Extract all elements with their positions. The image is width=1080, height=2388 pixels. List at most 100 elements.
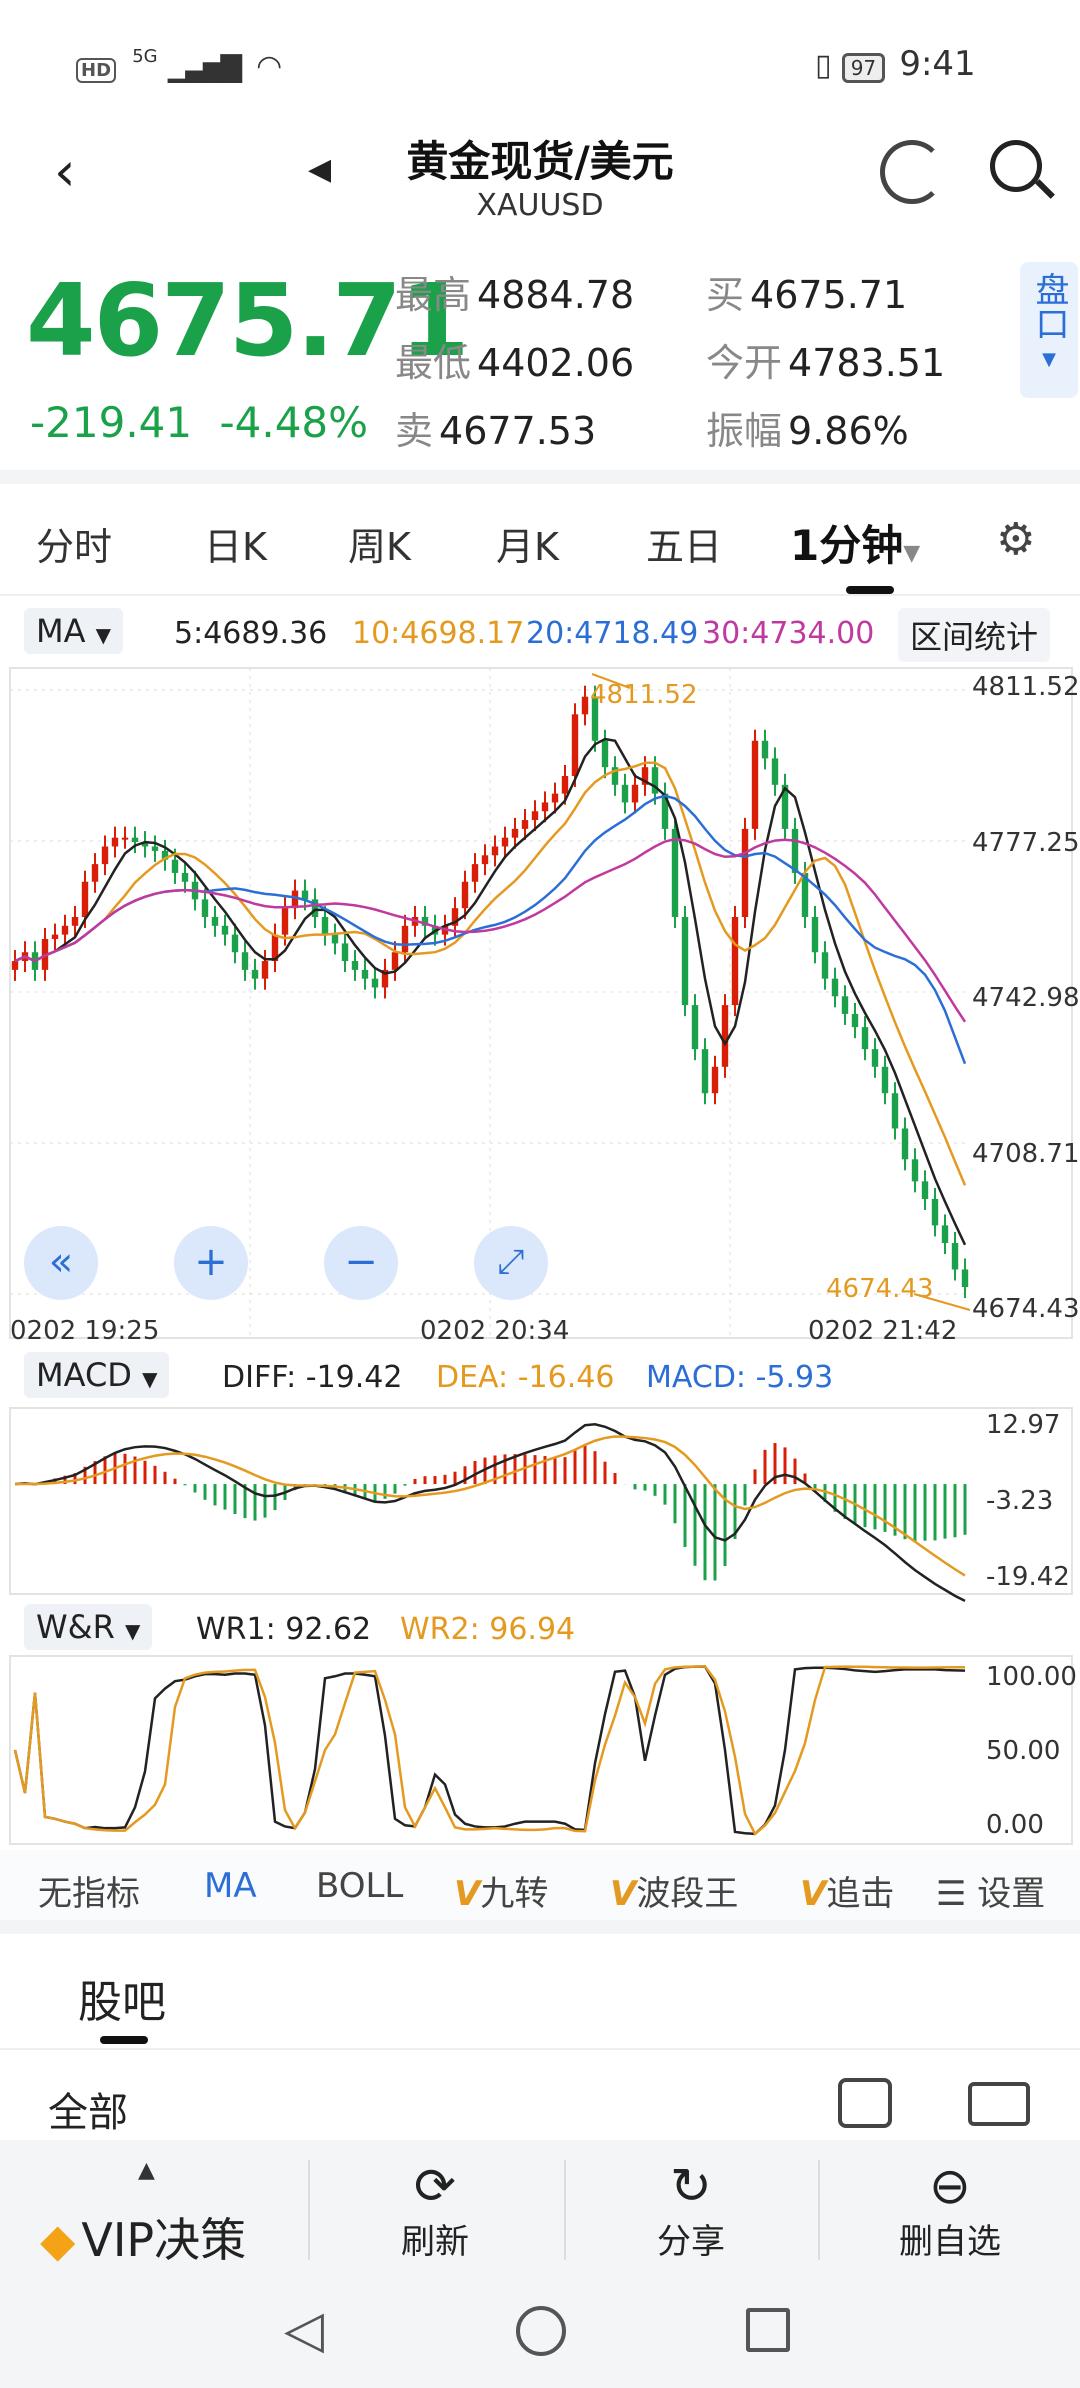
status-right: ▯ 97 9:41 [815,44,976,84]
ind-jiuzhuan-tab[interactable]: V九转 [454,1866,548,1915]
nav-back-icon[interactable]: ◁ [284,2300,324,2360]
candle-body [761,740,769,759]
ind-ma-tab[interactable]: MA [204,1866,257,1906]
kline-y-tick: 4777.25 [972,827,1080,858]
nav-divider [818,2160,820,2260]
refresh-button[interactable]: ⟳ 刷新 [370,2158,500,2263]
period-tab[interactable]: 周K [348,525,411,569]
ind-zhuiji-tab[interactable]: V追击 [800,1866,894,1915]
hd-icon: HD [76,58,117,83]
kline-y-tick: 4674.43 [972,1294,1080,1324]
buy-label: 买 [706,273,745,317]
zoom-in-button[interactable]: + [174,1226,248,1300]
candle-body [771,758,779,785]
prev-symbol-icon[interactable]: ◀ [308,152,332,187]
pankou-button[interactable]: 盘口 ▼ [1020,262,1078,398]
ind-boll-tab[interactable]: BOLL [316,1866,404,1906]
nav-home-icon[interactable] [516,2306,566,2356]
change-value: -219.41 [30,398,193,447]
wr-frame [9,1655,1073,1845]
period-tab[interactable]: 日K [204,525,267,569]
candle-body [471,864,479,882]
candle-body [651,767,659,794]
candle-body [671,828,679,917]
ma10-line [14,761,967,1186]
candle-body [591,696,599,741]
settings-gear-icon[interactable]: ⚙ [996,514,1036,565]
indicator-bar [0,1850,1080,1920]
candle-body [921,1181,929,1199]
wr-y-tick: 50.00 [986,1736,1061,1766]
fullscreen-button[interactable]: ⤢ [474,1226,548,1300]
candle-body [891,1093,899,1129]
macd-chart [9,1407,1073,1603]
candlestick-chart[interactable] [9,667,1080,1339]
candle-body [451,908,459,926]
macd-selector[interactable]: MACD ▼ [24,1352,170,1398]
vip-decision-button[interactable]: ◆ VIP决策 [40,2204,246,2270]
zoom-out-button[interactable]: − [324,1226,398,1300]
candle-body [691,1005,699,1050]
candle-body [281,908,289,935]
ma30-line [14,837,967,1023]
guba-filter-all[interactable]: 全部 [48,2090,128,2136]
candle-body [511,828,519,838]
candle-body [321,916,329,935]
candle-body [171,859,179,873]
share-rotate-icon[interactable] [880,140,944,204]
period-tab[interactable]: 月K [496,525,559,569]
remove-watchlist-button[interactable]: ⊖ 删自选 [880,2158,1020,2263]
wr-selector-label: W&R [36,1608,115,1646]
expand-up-icon[interactable]: ▲ [138,2158,155,2183]
vip-label: VIP决策 [81,2213,247,2267]
period-tab[interactable]: 五日 [646,525,723,569]
back-icon[interactable]: ‹ [54,140,76,203]
nav-recents-icon[interactable] [746,2308,790,2352]
message-mail-icon[interactable] [968,2082,1030,2126]
ma-selector[interactable]: MA ▼ [24,608,124,654]
chevron-down-icon: ▼ [903,541,921,566]
candle-body [491,846,499,856]
ind-boduanwang-tab[interactable]: V波段王 [610,1866,738,1915]
clock: 9:41 [899,44,976,84]
candle-body [121,837,129,840]
share-button[interactable]: ↻ 分享 [626,2158,756,2263]
candle-body [371,978,379,988]
ind-jiuzhuan-label: 九转 [480,1874,549,1914]
ind-settings-button[interactable]: ☰ 设置 [930,1866,1046,1915]
candle-body [381,969,389,988]
candle-body [731,916,739,1006]
wr-selector[interactable]: W&R ▼ [24,1604,153,1650]
candle-body [71,916,79,926]
candle-body [131,837,139,843]
high-label: 最高 [395,273,472,317]
candle-body [51,934,59,940]
candle-body [241,952,249,970]
guba-divider [0,2048,1080,2050]
search-icon-handle [1035,179,1055,199]
candle-body [931,1198,939,1226]
chevron-down-icon: ▼ [95,623,112,647]
period-tab[interactable]: 1分钟▼ [790,521,921,570]
min-pointer [913,1293,971,1311]
post-edit-icon[interactable] [838,2078,892,2128]
vip-v-icon: V [454,1874,481,1914]
refresh-label: 刷新 [401,2222,469,2262]
signal-bars-icon: ▁▃▅▇ [167,50,242,83]
scroll-left-button[interactable]: « [24,1226,98,1300]
ind-none-tab[interactable]: 无指标 [38,1874,140,1914]
candle-body [621,784,629,803]
candle-body [61,925,69,935]
range-stats-button[interactable]: 区间统计 [898,608,1051,662]
period-tab[interactable]: 分时 [36,525,113,569]
macd-frame [9,1407,1073,1595]
amp-label: 振幅 [706,409,783,453]
candle-body [401,925,409,953]
active-tab-indicator [846,586,894,594]
last-price: 4675.71 [26,262,469,379]
wr-chart [9,1655,1073,1845]
search-icon[interactable] [990,140,1042,192]
guba-title[interactable]: 股吧 [78,1977,166,2028]
candle-body [741,828,749,917]
candle-body [791,828,799,873]
